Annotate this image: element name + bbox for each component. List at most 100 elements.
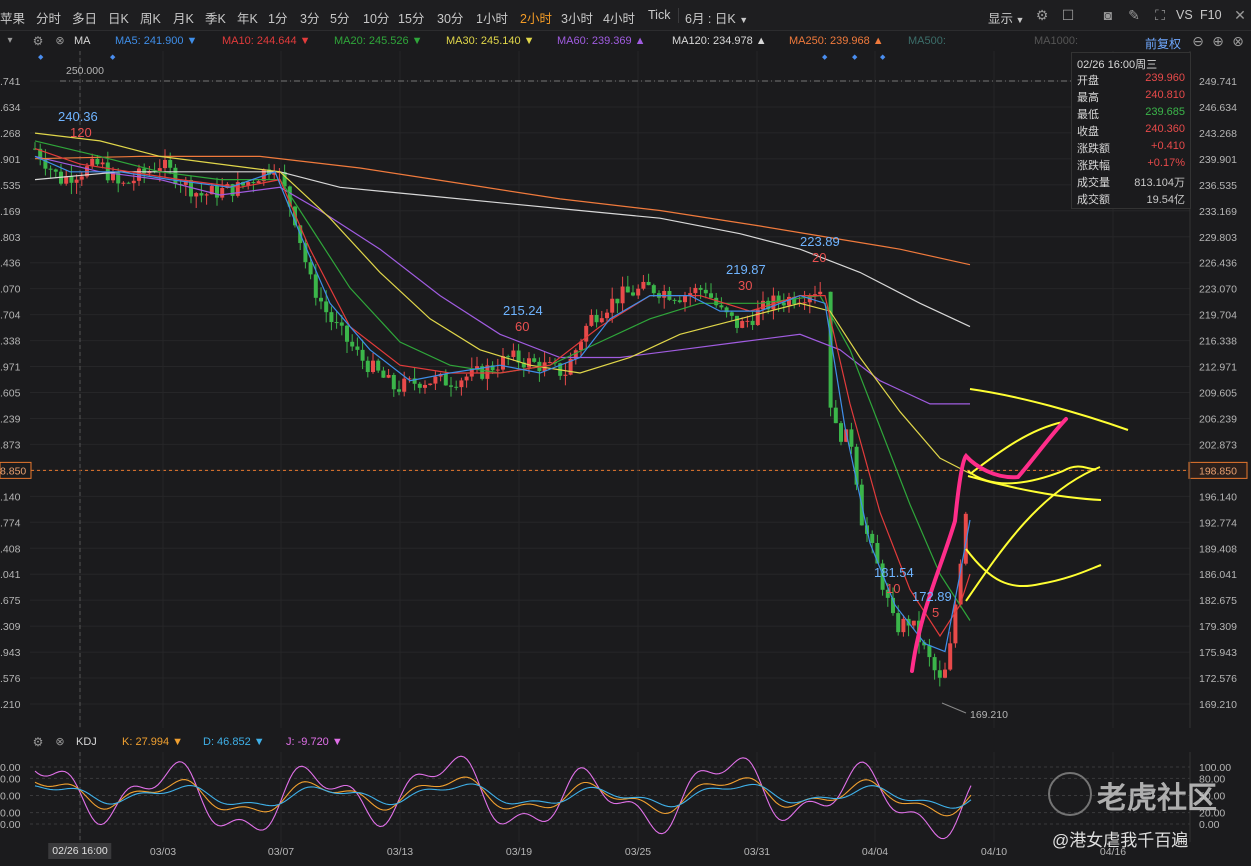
candle bbox=[64, 170, 69, 186]
ohlc-info-box: 02/26 16:00周三 开盘 239.960 最高 240.810 最低 239.68… bbox=[1071, 52, 1191, 209]
collapse-icon[interactable]: ▾ bbox=[7, 35, 13, 46]
y-tick-right: 169.210 bbox=[1199, 699, 1237, 711]
ma-legend-item[interactable]: MA10: 244.644 ▼ bbox=[222, 35, 311, 47]
pencil-icon[interactable]: ✎ bbox=[1128, 7, 1140, 23]
y-tick-right: 196.140 bbox=[1199, 491, 1237, 503]
period-tab[interactable]: 2小时 bbox=[520, 12, 552, 26]
y-tick-right: 179.309 bbox=[1199, 621, 1237, 633]
period-tab[interactable]: 3小时 bbox=[561, 12, 593, 26]
ma-cross-price: 181.54 bbox=[874, 565, 914, 580]
period-tab[interactable]: 10分 bbox=[363, 12, 390, 26]
period-tab[interactable]: 30分 bbox=[437, 12, 464, 26]
ma-legend-item[interactable]: MA60: 239.369 ▲ bbox=[557, 35, 646, 47]
period-tab[interactable]: 日K bbox=[108, 12, 129, 26]
candle bbox=[423, 380, 427, 394]
ma-cross-price: 219.87 bbox=[726, 262, 766, 277]
ma-legend-item[interactable]: MA120: 234.978 ▲ bbox=[672, 35, 767, 47]
period-tab[interactable]: Tick bbox=[648, 8, 671, 22]
symbol-name[interactable]: 苹果 bbox=[0, 12, 26, 26]
candle bbox=[657, 290, 661, 304]
candle bbox=[204, 192, 209, 205]
ma-indicator-name[interactable]: MA bbox=[74, 35, 91, 47]
candle bbox=[74, 174, 79, 194]
y-tick-left: 8.850 bbox=[0, 465, 26, 477]
info-row: 最低 239.685 bbox=[1077, 106, 1185, 121]
vs-button[interactable]: VS bbox=[1176, 8, 1193, 22]
period-tab[interactable]: 年K bbox=[237, 12, 258, 26]
y-tick-right: 239.901 bbox=[1199, 154, 1237, 166]
y-tick-right: 219.704 bbox=[1199, 310, 1237, 322]
candle bbox=[605, 309, 609, 324]
checkbox-icon[interactable]: ☐ bbox=[1061, 7, 1075, 23]
ma250-line bbox=[34, 155, 971, 266]
candle bbox=[818, 282, 823, 296]
period-tab[interactable]: 15分 bbox=[398, 12, 425, 26]
period-tab[interactable]: 1分 bbox=[268, 12, 288, 26]
candle bbox=[308, 256, 313, 280]
candlestick-chart[interactable]: 249.741 .741 246.634 .634 243.268 .268 239.901… bbox=[0, 51, 1251, 728]
period-tab[interactable]: 5分 bbox=[330, 12, 350, 26]
kdj-tick-left: 0.00 bbox=[0, 808, 21, 820]
y-tick-right: 182.675 bbox=[1199, 595, 1237, 607]
candle bbox=[215, 177, 219, 206]
ma-settings-icon[interactable]: ⚙ bbox=[32, 34, 44, 48]
kdj-close-icon[interactable]: ⊗ bbox=[55, 736, 65, 748]
plus-icon[interactable]: ⊕ bbox=[1212, 33, 1224, 49]
y-tick-left: .774 bbox=[0, 517, 21, 529]
ma120-line bbox=[34, 171, 971, 328]
watermark-user: @港女虐我千百遍 bbox=[1052, 831, 1189, 850]
range-select[interactable]: 6月 : 日K ▼ bbox=[685, 12, 749, 26]
y-tick-left: .436 bbox=[0, 258, 21, 270]
period-tab[interactable]: 3分 bbox=[300, 12, 320, 26]
y-tick-right: 209.605 bbox=[1199, 388, 1237, 400]
settings-icon[interactable]: ⚙ bbox=[1035, 7, 1049, 23]
period-tab[interactable]: 周K bbox=[140, 12, 161, 26]
kdj-settings-icon[interactable]: ⚙ bbox=[32, 735, 44, 749]
candle bbox=[896, 605, 901, 636]
camera-icon[interactable]: ◙ bbox=[1103, 7, 1113, 23]
candle bbox=[932, 653, 937, 680]
candle bbox=[339, 315, 344, 336]
y-tick-left: .268 bbox=[0, 128, 21, 140]
candle bbox=[111, 167, 115, 184]
info-row: 涨跌幅 +0.17% bbox=[1077, 157, 1185, 172]
candle bbox=[397, 380, 401, 396]
candle bbox=[724, 306, 729, 318]
ma-close-icon[interactable]: ⊗ bbox=[55, 35, 65, 47]
ma-legend-item[interactable]: MA1000: bbox=[1034, 35, 1079, 47]
ma-cross-period: 10 bbox=[886, 581, 900, 596]
period-tab[interactable]: 分时 bbox=[36, 12, 62, 26]
candle bbox=[542, 351, 547, 377]
period-tab[interactable]: 多日 bbox=[72, 12, 98, 26]
x-tick: 02/26 16:00 bbox=[48, 843, 112, 859]
close-panel-icon[interactable]: ⊗ bbox=[1232, 33, 1244, 49]
y-tick-right: 206.239 bbox=[1199, 413, 1237, 425]
f10-button[interactable]: F10 bbox=[1200, 8, 1222, 22]
period-tab[interactable]: 4小时 bbox=[603, 12, 635, 26]
kdj-chart[interactable]: 100.00 0.00 80.00 0.00 50.00 0.00 20.00 0.00 0.0… bbox=[0, 752, 1251, 842]
period-tab[interactable]: 季K bbox=[205, 12, 226, 26]
ma60-line bbox=[34, 155, 970, 405]
display-menu[interactable]: 显示 ▼ bbox=[988, 12, 1025, 26]
candle bbox=[599, 310, 604, 324]
period-tab[interactable]: 月K bbox=[173, 12, 194, 26]
ma-legend-item[interactable]: MA5: 241.900 ▼ bbox=[115, 35, 198, 47]
candle bbox=[412, 367, 417, 391]
ma-legend-item[interactable]: MA250: 239.968 ▲ bbox=[789, 35, 884, 47]
candle bbox=[641, 275, 646, 291]
event-marker-icon: ◆ bbox=[880, 54, 886, 61]
ma-legend-item[interactable]: MA30: 245.140 ▼ bbox=[446, 35, 535, 47]
ma-legend-item[interactable]: MA500: bbox=[908, 35, 946, 47]
candle bbox=[480, 363, 485, 381]
drawn-trend-line bbox=[965, 466, 1101, 602]
candle bbox=[787, 292, 791, 313]
x-tick: 04/04 bbox=[861, 846, 889, 858]
kdj-indicator-name[interactable]: KDJ bbox=[76, 736, 97, 748]
period-tab[interactable]: 1小时 bbox=[476, 12, 508, 26]
expand-icon[interactable]: ⛶ bbox=[1155, 7, 1165, 23]
close-icon[interactable]: ✕ bbox=[1234, 7, 1246, 23]
ma-legend-item[interactable]: MA20: 245.526 ▼ bbox=[334, 35, 423, 47]
adjust-mode[interactable]: 前复权 bbox=[1145, 37, 1182, 51]
y-tick-right: 172.576 bbox=[1199, 673, 1237, 685]
minus-icon[interactable]: ⊖ bbox=[1192, 33, 1204, 49]
